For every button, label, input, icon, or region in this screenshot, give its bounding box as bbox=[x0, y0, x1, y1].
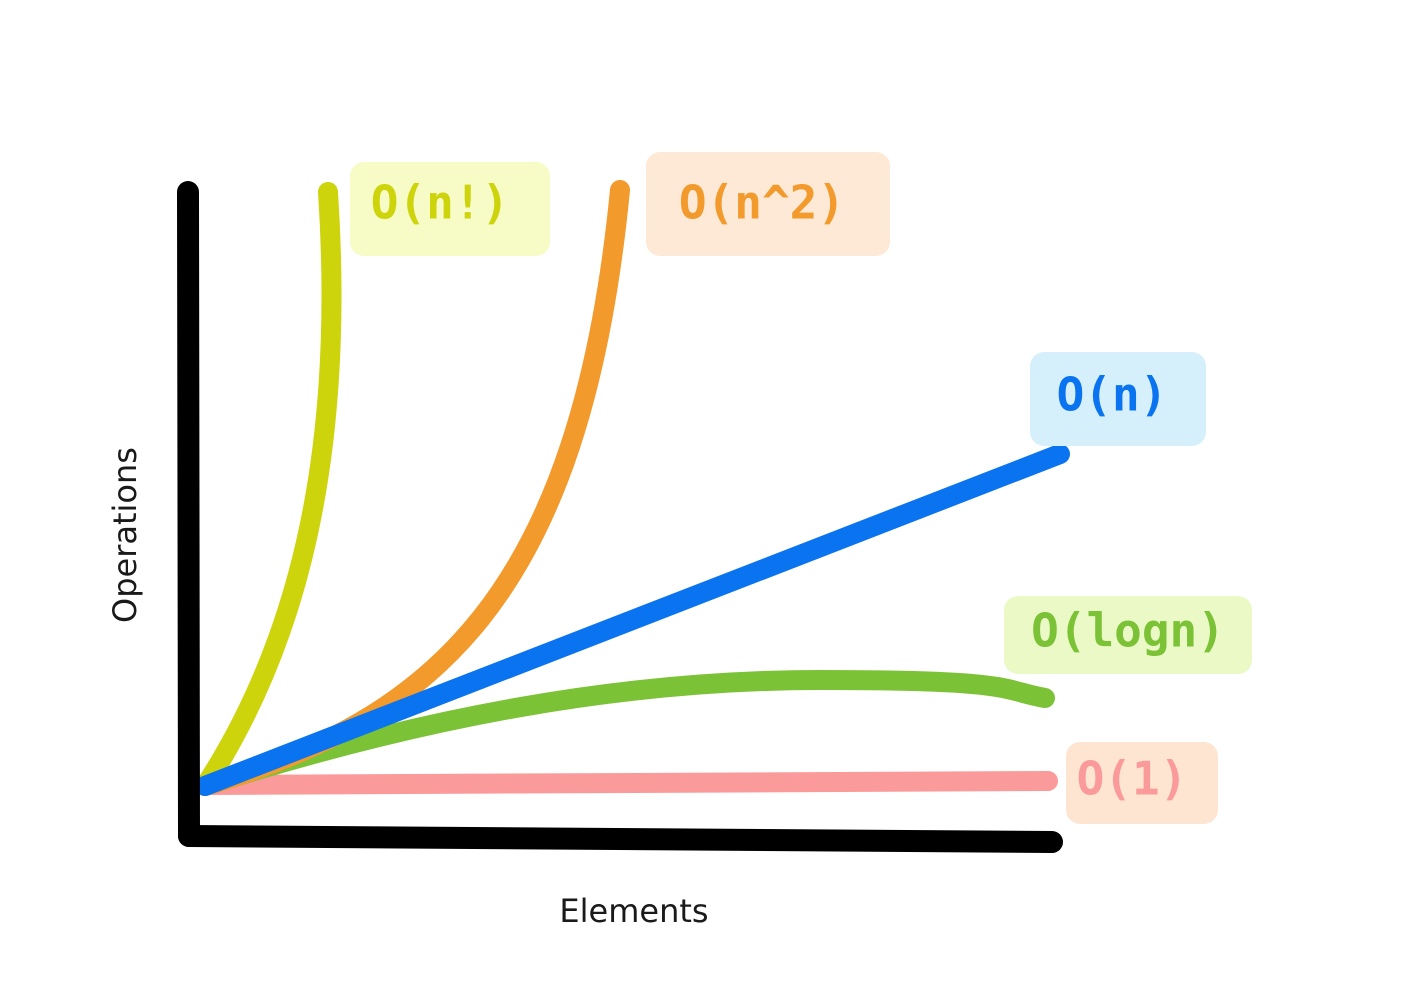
series-label-bg-logarithmic bbox=[1004, 596, 1252, 674]
series-line-factorial bbox=[195, 182, 342, 796]
series-label-bg-quadratic bbox=[646, 152, 890, 256]
curve-layer bbox=[195, 180, 1070, 796]
x-axis-label: Elements bbox=[559, 892, 708, 930]
series-label-bg-factorial bbox=[350, 162, 550, 256]
label-layer: O(1) O(logn) O(n) O(n^2) O(n!) bbox=[350, 152, 1252, 824]
y-axis-label: Operations bbox=[106, 447, 144, 623]
series-label-quadratic: O(n^2) bbox=[679, 176, 845, 230]
series-label-bg-linear bbox=[1030, 352, 1206, 446]
series-line-logarithmic bbox=[195, 670, 1055, 796]
series-line-linear bbox=[195, 444, 1070, 796]
series-label-constant: O(1) bbox=[1077, 752, 1188, 806]
x-axis bbox=[178, 825, 1063, 853]
series-line-constant bbox=[195, 771, 1058, 795]
series-label-linear: O(n) bbox=[1057, 368, 1168, 422]
y-axis bbox=[177, 181, 200, 847]
series-label-bg-constant bbox=[1066, 742, 1218, 824]
series-label-factorial: O(n!) bbox=[371, 176, 509, 230]
series-label-logarithmic: O(logn) bbox=[1031, 604, 1225, 658]
